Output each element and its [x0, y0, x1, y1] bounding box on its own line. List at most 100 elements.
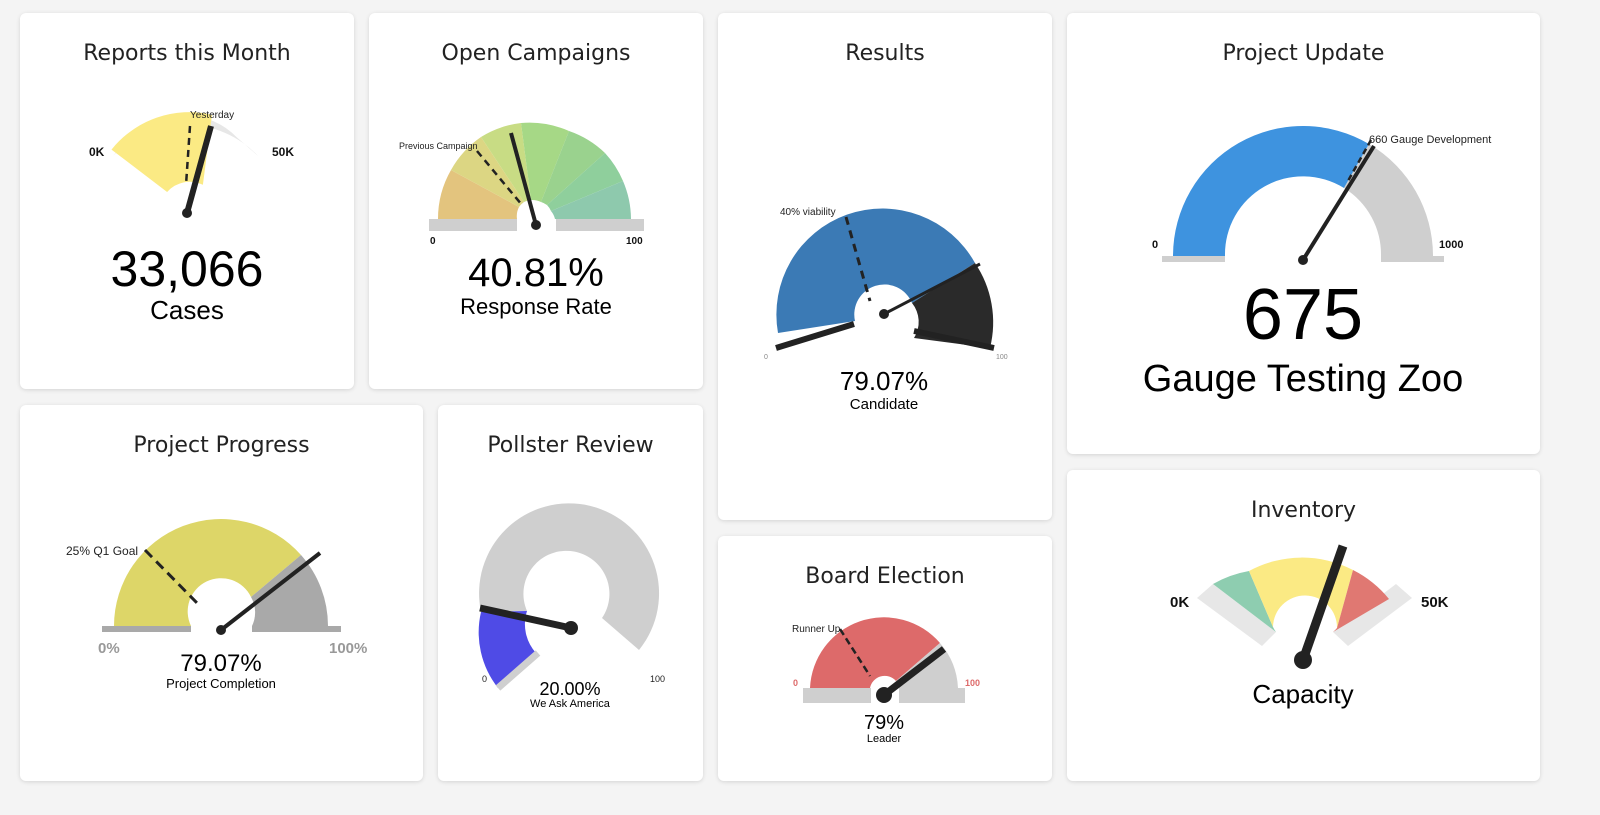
gauge-caption: Response Rate: [460, 294, 612, 319]
target-marker: [844, 216, 872, 302]
gauge-project-update: 660 Gauge Development 0 1000 675 Gauge T…: [1143, 126, 1491, 400]
gauge-fill: [1173, 126, 1369, 256]
gauge-remaining: [251, 555, 328, 626]
gauge-edge-right: [913, 328, 995, 351]
target-marker-label: Runner Up: [792, 624, 841, 635]
gauge-caption: Cases: [150, 295, 224, 325]
gauge-base-right: [899, 688, 965, 703]
max-label: 1000: [1439, 239, 1463, 251]
card-board-election: Board Election Runner Up 0 100 79% Leade…: [718, 536, 1052, 781]
gauge-edge-left: [775, 321, 855, 351]
gauge-needle: [883, 262, 981, 316]
gauge-inventory: 0K 50K Capacity: [1170, 544, 1449, 709]
min-label: 0K: [89, 145, 105, 159]
gauge-fill: [114, 519, 301, 626]
gauge-base-left: [803, 688, 871, 703]
max-label: 50K: [272, 145, 294, 159]
gauge-segment-red: [1333, 570, 1389, 632]
gauge-needle: [219, 551, 322, 632]
gauge-needle: [881, 646, 947, 698]
needle-hub: [1298, 255, 1308, 265]
card-title: Open Campaigns: [441, 41, 631, 66]
gauge-base-right: [556, 219, 644, 231]
card-open-campaigns: Open Campaigns Previous Campaign 0 100 4…: [369, 13, 703, 389]
target-marker-label: 25% Q1 Goal: [66, 544, 138, 558]
card-project-update: Project Update 660 Gauge Development 0 1…: [1067, 13, 1540, 454]
gauge-base-left: [102, 626, 191, 632]
gauge-value: 20.00%: [539, 679, 600, 699]
needle-hub: [564, 621, 578, 635]
max-label: 100: [996, 354, 1008, 361]
gauge-results: 40% viability 0 100 79.07% Candidate: [764, 207, 1008, 413]
gauge-remaining: [912, 263, 994, 348]
min-label: 0: [482, 674, 487, 684]
gauge-fill: [111, 112, 212, 192]
gauge-pollster: 0 100 20.00% We Ask America: [478, 503, 665, 710]
needle-hub: [1294, 651, 1312, 669]
gauge-track: [1197, 584, 1276, 646]
gauge-segment-green: [1213, 571, 1276, 632]
gauge-segment: [481, 123, 531, 202]
min-label: 0: [793, 678, 798, 688]
gauge-track: [1333, 584, 1412, 646]
min-label: 0%: [98, 640, 120, 657]
gauge-project-progress: 25% Q1 Goal 0% 100% 79.07% Project Compl…: [66, 519, 367, 691]
gauge-caption: Project Completion: [166, 676, 276, 691]
card-title: Inventory: [1250, 498, 1357, 523]
gauge-segment-yellow: [1249, 557, 1353, 628]
card-title: Reports this Month: [83, 41, 291, 66]
gauge-needle: [1301, 144, 1376, 262]
min-label: 0K: [1170, 594, 1189, 611]
gauge-caption: Capacity: [1252, 679, 1353, 709]
min-label: 0: [1152, 239, 1158, 251]
card-reports-this-month: Reports this Month Yesterday 0K 50K 33,0…: [20, 13, 354, 389]
gauge-fill: [478, 611, 536, 688]
gauge-segment: [437, 170, 519, 219]
gauge-base-right: [1381, 256, 1444, 262]
target-marker: [1346, 139, 1373, 182]
gauge-segment: [451, 137, 524, 207]
target-marker: [143, 548, 202, 608]
gauge-remaining: [479, 503, 660, 650]
gauge-caption: Gauge Testing Zoo: [1143, 358, 1463, 400]
target-marker-label: Yesterday: [190, 110, 234, 121]
card-title: Pollster Review: [487, 433, 654, 458]
target-marker-label: Previous Campaign: [399, 141, 478, 151]
gauge-base-left: [429, 219, 517, 231]
needle-hub: [531, 220, 541, 230]
gauge-caption: We Ask America: [530, 698, 611, 710]
gauge-base-left: [1162, 256, 1225, 262]
card-title: Results: [845, 41, 925, 66]
gauge-needle: [479, 604, 572, 632]
gauge-caption: Candidate: [850, 396, 918, 413]
max-label: 100%: [329, 640, 367, 657]
gauge-value: 33,066: [111, 241, 264, 297]
card-title: Project Update: [1222, 41, 1385, 66]
gauge-fill: [776, 208, 975, 333]
needle-hub: [876, 687, 892, 703]
gauge-needle: [184, 125, 214, 214]
card-results: Results 40% viability 0 100 79.07% Candi…: [718, 13, 1052, 520]
gauge-value: 79.07%: [840, 366, 928, 396]
needle-hub: [879, 309, 889, 319]
min-label: 0: [764, 354, 768, 361]
gauge-value: 675: [1243, 275, 1363, 355]
gauge-value: 40.81%: [468, 251, 604, 295]
card-title: Board Election: [805, 564, 965, 589]
gauge-caption: Leader: [867, 733, 902, 745]
target-marker-label: 40% viability: [780, 207, 836, 218]
needle-hub: [182, 208, 192, 218]
gauge-value: 79.07%: [180, 650, 261, 677]
max-label: 50K: [1421, 594, 1449, 611]
max-label: 100: [650, 674, 665, 684]
target-marker-label: 660 Gauge Development: [1369, 134, 1491, 146]
target-marker: [838, 628, 872, 677]
gauge-segment: [521, 122, 569, 202]
gauge-reports: Yesterday 0K 50K 33,066 Cases: [89, 110, 294, 325]
gauge-campaigns: Previous Campaign 0 100 40.81% Response …: [399, 122, 644, 319]
gauge-segment: [541, 131, 605, 205]
gauge-segment: [551, 181, 631, 219]
gauge-base-right: [252, 626, 341, 632]
needle-hub: [216, 625, 226, 635]
card-title: Project Progress: [133, 433, 310, 458]
